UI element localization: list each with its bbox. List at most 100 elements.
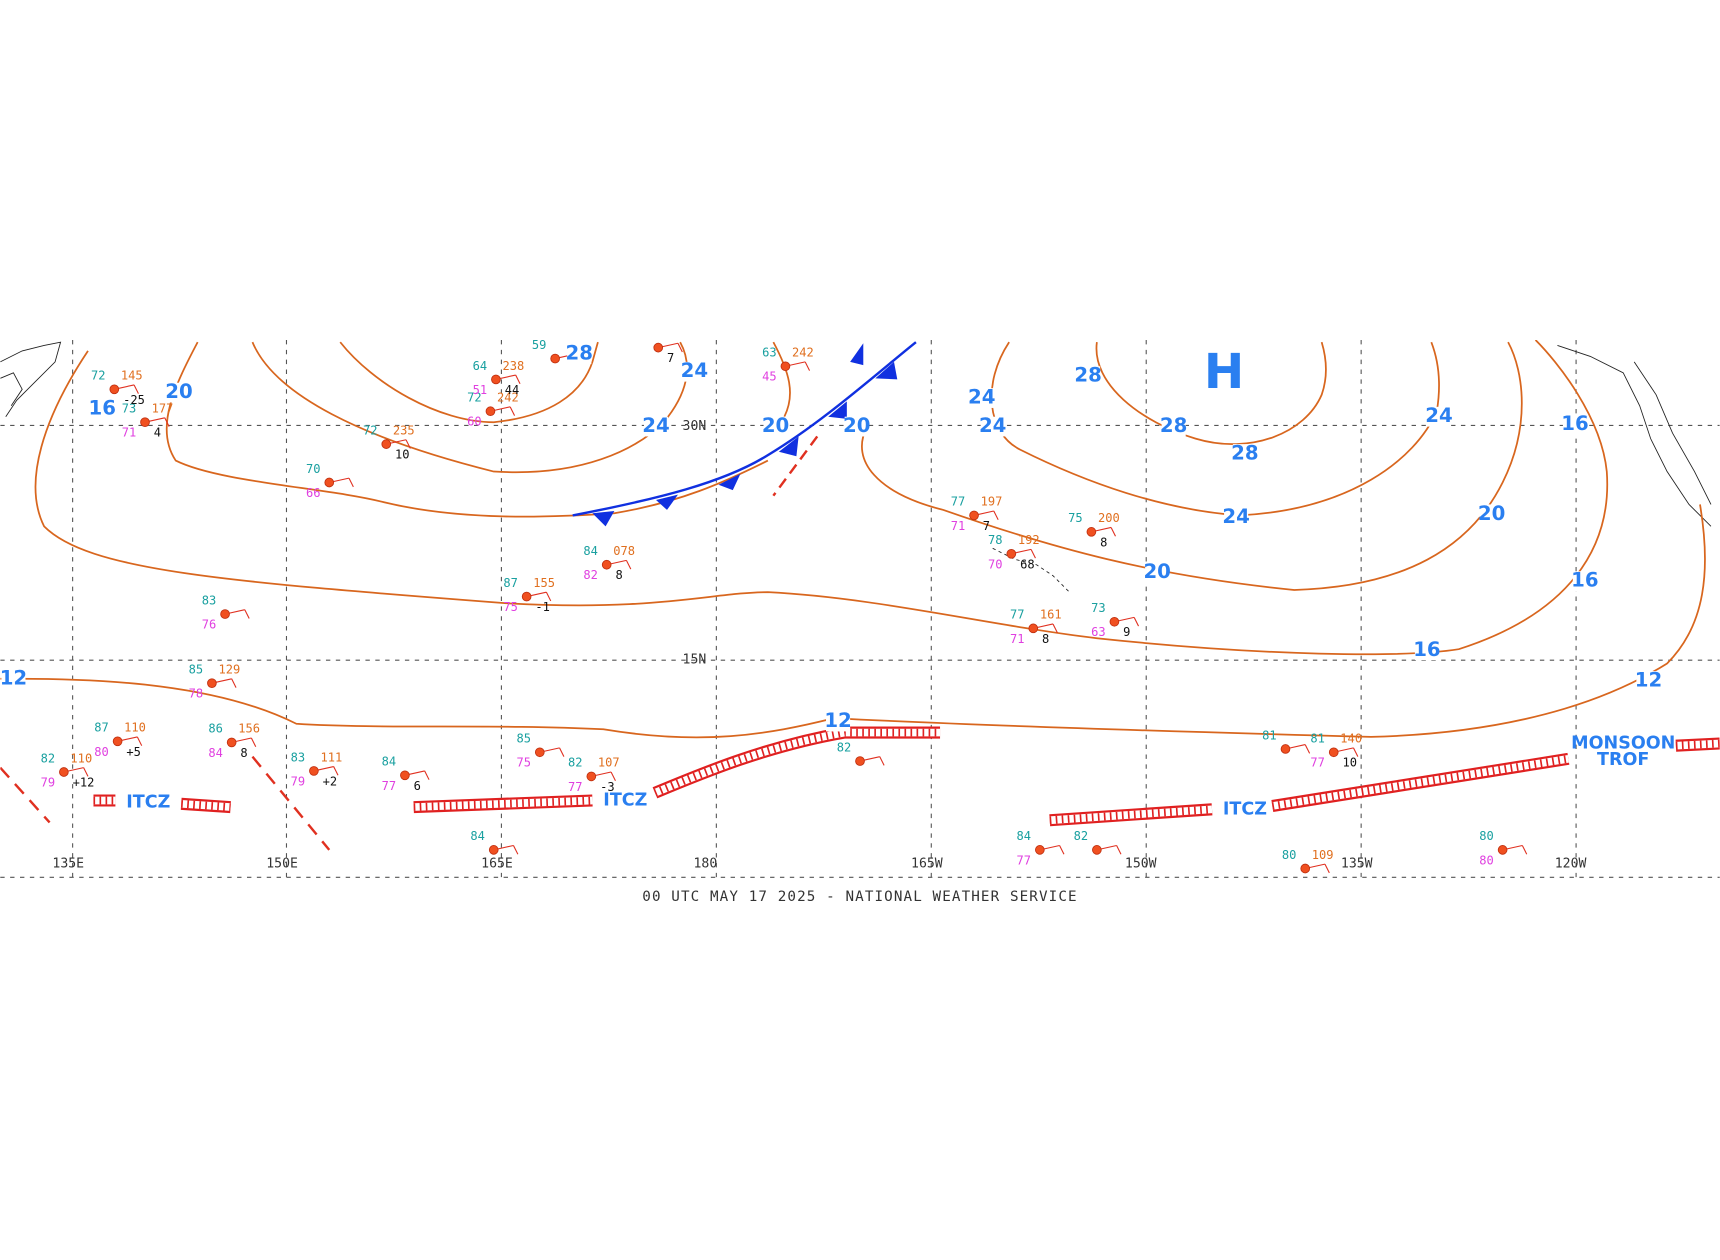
station-dewpoint: 77 — [1310, 756, 1325, 770]
station-pressure: 111 — [320, 750, 342, 764]
station-temperature: 72 — [91, 369, 106, 383]
station-temperature: 85 — [189, 663, 204, 677]
station-circle — [601, 559, 612, 570]
station-circle — [112, 736, 123, 747]
wind-barb — [333, 766, 339, 776]
longitude-label: 120W — [1555, 857, 1587, 872]
station-pressure: 129 — [218, 663, 240, 677]
wind-barb — [545, 591, 552, 602]
label-bg — [643, 416, 669, 437]
station-temperature: 83 — [202, 593, 217, 607]
station-temperature: 84 — [1017, 829, 1032, 843]
wind-barb — [625, 560, 632, 570]
station-circle — [381, 439, 392, 449]
longitude-label: 165W — [911, 857, 943, 872]
station-temperature: 77 — [1010, 608, 1025, 622]
station-circle — [309, 766, 319, 776]
wind-barb — [677, 342, 683, 353]
station-dewpoint: 77 — [568, 780, 583, 794]
label-bg — [1636, 671, 1661, 691]
isobar — [165, 341, 769, 518]
footer: 00 UTC MAY 17 2025 - NATIONAL WEATHER SE… — [642, 889, 1077, 905]
wind-barb — [424, 770, 430, 780]
coast-america — [1633, 361, 1712, 505]
station-circle — [969, 510, 979, 521]
isobar — [1095, 341, 1327, 446]
station-temperature: 82 — [1074, 829, 1089, 843]
station-circle — [109, 384, 120, 395]
station-temperature: 84 — [583, 544, 598, 558]
station-circle — [1497, 845, 1508, 855]
station-dewpoint: 75 — [517, 756, 532, 770]
latitude-label: 15N — [683, 653, 707, 668]
station-dewpoint: 82 — [583, 568, 598, 582]
station-circle — [550, 353, 560, 364]
station-temperature: 60 — [635, 327, 650, 341]
station-extra: 8 — [1042, 632, 1049, 646]
itcz-bands — [93, 726, 1720, 827]
isobar-label: 20 — [1143, 560, 1170, 583]
wind-barb — [1304, 744, 1311, 754]
station-circle — [324, 477, 335, 488]
station-extra: 7 — [983, 519, 990, 533]
station-extra: 6 — [414, 779, 421, 793]
station-temperature: 87 — [94, 721, 109, 735]
station-extra: 10 — [1343, 756, 1358, 770]
station-pressure: 140 — [1340, 732, 1362, 746]
station-circle — [1092, 845, 1102, 855]
station-circle — [780, 361, 791, 372]
wind-barb — [993, 510, 999, 521]
label-bg — [1, 668, 26, 689]
itcz-label: ITCZ — [126, 793, 170, 813]
trough — [772, 435, 819, 497]
isobar-label: 20 — [165, 380, 192, 403]
station-dewpoint: 71 — [1010, 632, 1025, 646]
station-temperature: 78 — [988, 533, 1003, 547]
label-bg — [1414, 640, 1440, 661]
station-extra: +2 — [323, 774, 338, 788]
coastlines — [0, 341, 1712, 593]
station-extra: 8 — [615, 568, 622, 582]
isobar-label: 28 — [566, 342, 593, 365]
label-bg — [1232, 444, 1257, 464]
isobar-label: 16 — [89, 397, 116, 420]
station-temperature: 86 — [208, 722, 223, 736]
station-dewpoint: 77 — [1017, 853, 1032, 867]
isobar-label: 20 — [762, 414, 789, 437]
station-dewpoint: 71 — [951, 519, 966, 533]
isobar — [772, 341, 791, 418]
station-circle — [1035, 845, 1045, 855]
wind-barb — [133, 384, 139, 394]
station-pressure: 238 — [503, 359, 525, 373]
coast-japan — [0, 372, 23, 406]
station-temperature: 75 — [1068, 511, 1083, 525]
label-bg — [1161, 416, 1186, 437]
station-extra: -3 — [600, 780, 615, 794]
station-extra: +12 — [73, 775, 95, 789]
station-circle — [220, 609, 230, 619]
station-circle — [1280, 744, 1291, 754]
station-temperature: 80 — [1479, 829, 1494, 843]
label-bg — [1224, 507, 1249, 528]
isobar — [339, 341, 599, 424]
isobar-label: 24 — [1222, 505, 1249, 528]
wind-barb — [83, 767, 89, 777]
wind-barb — [512, 845, 519, 855]
station-extra: 9 — [1123, 625, 1130, 639]
station-temperature: 80 — [1282, 848, 1297, 862]
station-extra: 8 — [1100, 535, 1107, 549]
station-circle — [140, 417, 150, 428]
label-bg — [826, 711, 851, 732]
station-temperature: 81 — [1310, 732, 1325, 746]
station-extra: 4 — [154, 426, 161, 440]
band-fill — [1049, 805, 1213, 825]
isobar-label: 12 — [1635, 668, 1662, 691]
station-dewpoint: 79 — [41, 775, 56, 789]
station-temperature: 85 — [517, 732, 532, 746]
isobar-label: 20 — [1478, 502, 1505, 525]
wind-barb — [804, 361, 811, 371]
band-fill — [1271, 755, 1570, 810]
wind-barb — [1059, 845, 1065, 855]
station-pressure: 110 — [124, 721, 146, 735]
